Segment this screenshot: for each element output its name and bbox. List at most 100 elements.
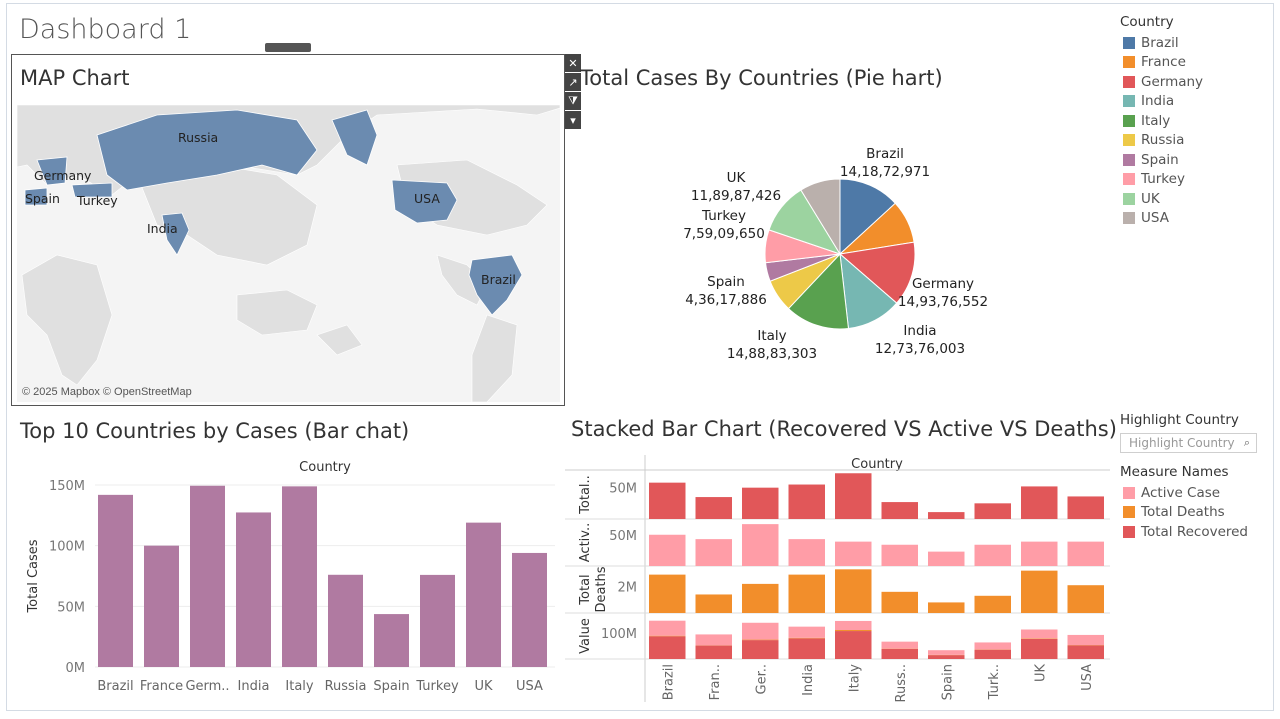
- legend-item-france[interactable]: France: [1123, 53, 1203, 73]
- legend-item-india[interactable]: India: [1123, 92, 1203, 112]
- stacked-seg-total-deaths-ger[interactable]: [742, 639, 779, 641]
- stacked-bar-usa[interactable]: [1067, 541, 1105, 566]
- stacked-seg-total-deaths-italy[interactable]: [835, 630, 872, 632]
- stacked-x-tick: Ger..: [754, 664, 769, 695]
- stacked-seg-total-recovered-uk[interactable]: [1021, 638, 1058, 659]
- stacked-bar-ger[interactable]: [742, 583, 779, 613]
- stacked-bar-uk[interactable]: [1021, 541, 1058, 566]
- pie-slice-italy[interactable]: [787, 252, 850, 330]
- stacked-seg-active-case-india[interactable]: [788, 626, 826, 638]
- bar-usa[interactable]: [512, 552, 547, 667]
- popout-icon[interactable]: ↗: [565, 73, 581, 91]
- bar-italy[interactable]: [282, 486, 317, 667]
- stacked-bar-india[interactable]: [788, 574, 826, 613]
- stacked-seg-active-case-uk[interactable]: [1021, 629, 1058, 639]
- bar-brazil[interactable]: [98, 494, 133, 667]
- stacked-seg-total-recovered-ger[interactable]: [742, 640, 779, 659]
- stacked-bar-uk[interactable]: [1021, 570, 1058, 613]
- bar-russia[interactable]: [328, 574, 363, 667]
- measure-legend-item-active-case[interactable]: Active Case: [1123, 483, 1248, 503]
- map-label-turkey: Turkey: [77, 193, 118, 208]
- pie-slice-brazil[interactable]: [839, 178, 896, 256]
- stacked-seg-active-case-spain[interactable]: [928, 650, 965, 655]
- legend-item-germany[interactable]: Germany: [1123, 72, 1203, 92]
- bar-turkey[interactable]: [420, 574, 455, 667]
- stacked-bar-turk[interactable]: [974, 503, 1012, 519]
- stacked-bar-spain[interactable]: [928, 602, 965, 613]
- highlight-country-input[interactable]: Highlight Country ⌕: [1120, 433, 1257, 453]
- pie-chart[interactable]: Brazil 14,18,72,971 Germany 14,93,76,552 Ind…: [670, 140, 1020, 370]
- bar-x-header: Country: [299, 460, 351, 475]
- bar-germ[interactable]: [190, 485, 225, 667]
- stacked-bar-usa[interactable]: [1067, 496, 1105, 519]
- pie-slice-usa[interactable]: [800, 178, 841, 256]
- stacked-bar-brazil[interactable]: [649, 574, 686, 613]
- measure-legend-item-total-recovered[interactable]: Total Recovered: [1123, 522, 1248, 542]
- stacked-seg-total-recovered-italy[interactable]: [835, 631, 872, 659]
- stacked-seg-total-deaths-india[interactable]: [788, 637, 826, 639]
- stacked-bar-russ[interactable]: [881, 502, 919, 519]
- legend-item-turkey[interactable]: Turkey: [1123, 170, 1203, 190]
- stacked-seg-active-case-fran[interactable]: [695, 634, 733, 646]
- stacked-bar-india[interactable]: [788, 484, 826, 519]
- stacked-bar-brazil[interactable]: [649, 482, 686, 519]
- stacked-seg-total-deaths-uk[interactable]: [1021, 638, 1058, 639]
- stacked-bar-fran[interactable]: [695, 594, 733, 613]
- stacked-seg-total-recovered-india[interactable]: [788, 638, 826, 659]
- bar-uk[interactable]: [466, 522, 501, 667]
- map-title: MAP Chart: [20, 66, 130, 90]
- more-options-icon[interactable]: ▾: [565, 111, 581, 129]
- pie-slice-germany[interactable]: [838, 241, 916, 304]
- stacked-bar-italy[interactable]: [835, 541, 872, 566]
- pie-label-name: Germany: [912, 276, 974, 292]
- bar-chart[interactable]: Country 0M 50M 100M 150M Total Cases Brazil Fra…: [15, 455, 565, 705]
- stacked-bar-brazil[interactable]: [649, 534, 686, 566]
- stacked-seg-active-case-italy[interactable]: [835, 620, 872, 631]
- stacked-bar-russ[interactable]: [881, 544, 919, 566]
- stacked-bar-chart[interactable]: Country 50M Total.. 50M Activ.. 2M Total Deaths…: [565, 452, 1115, 707]
- bar-spain[interactable]: [374, 614, 409, 667]
- stacked-seg-active-case-usa[interactable]: [1067, 634, 1105, 646]
- stacked-seg-active-case-brazil[interactable]: [649, 620, 686, 636]
- filter-icon[interactable]: ⧩: [565, 92, 581, 110]
- stacked-seg-total-recovered-usa[interactable]: [1067, 645, 1105, 659]
- legend-item-spain[interactable]: Spain: [1123, 150, 1203, 170]
- stacked-seg-total-recovered-spain[interactable]: [928, 655, 965, 659]
- legend-item-usa[interactable]: USA: [1123, 209, 1203, 229]
- stacked-seg-active-case-russ[interactable]: [881, 641, 919, 649]
- stacked-seg-active-case-ger[interactable]: [742, 622, 779, 640]
- measure-legend-item-total-deaths[interactable]: Total Deaths: [1123, 503, 1248, 523]
- stacked-bar-fran[interactable]: [695, 497, 733, 519]
- brazil-shape: [468, 254, 523, 316]
- drag-handle-icon[interactable]: [265, 43, 311, 52]
- legend-item-russia[interactable]: Russia: [1123, 131, 1203, 151]
- legend-item-italy[interactable]: Italy: [1123, 111, 1203, 131]
- stacked-bar-india[interactable]: [788, 539, 826, 566]
- bar-india[interactable]: [236, 512, 271, 667]
- stacked-bar-italy[interactable]: [835, 473, 872, 519]
- stacked-bar-turk[interactable]: [974, 595, 1012, 613]
- stacked-seg-total-recovered-russ[interactable]: [881, 648, 919, 659]
- stacked-bar-spain[interactable]: [928, 512, 965, 519]
- stacked-bar-italy[interactable]: [835, 569, 872, 613]
- map-canvas[interactable]: [17, 105, 560, 402]
- bar-france[interactable]: [144, 545, 179, 667]
- search-icon[interactable]: ⌕: [1243, 436, 1250, 449]
- stacked-bar-uk[interactable]: [1021, 486, 1058, 519]
- stacked-bar-spain[interactable]: [928, 551, 965, 566]
- stacked-bar-russ[interactable]: [881, 591, 919, 613]
- stacked-seg-total-recovered-brazil[interactable]: [649, 636, 686, 659]
- stacked-bar-usa[interactable]: [1067, 585, 1105, 613]
- stacked-seg-active-case-turk[interactable]: [974, 642, 1012, 650]
- legend-item-brazil[interactable]: Brazil: [1123, 33, 1203, 53]
- stacked-seg-total-deaths-brazil[interactable]: [649, 635, 686, 637]
- stacked-seg-total-recovered-fran[interactable]: [695, 645, 733, 659]
- stacked-seg-total-recovered-turk[interactable]: [974, 649, 1012, 659]
- stacked-bar-fran[interactable]: [695, 539, 733, 566]
- legend-item-uk[interactable]: UK: [1123, 189, 1203, 209]
- stacked-bar-ger[interactable]: [742, 487, 779, 519]
- close-icon[interactable]: ✕: [565, 54, 581, 72]
- stacked-bar-turk[interactable]: [974, 544, 1012, 566]
- stacked-bar-ger[interactable]: [742, 524, 779, 566]
- map-label-spain: Spain: [25, 191, 60, 206]
